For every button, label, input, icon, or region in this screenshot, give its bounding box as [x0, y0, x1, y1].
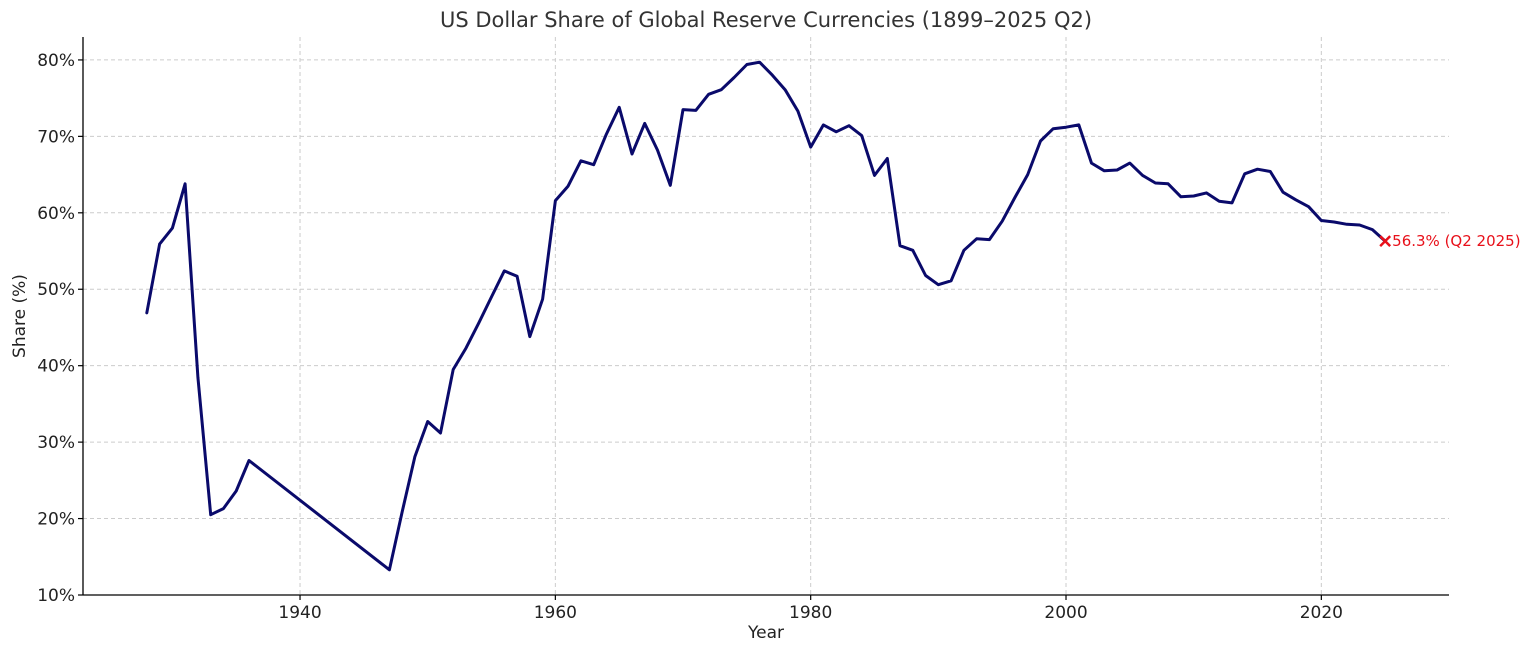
grid: [83, 37, 1449, 596]
annotation-label: 56.3% (Q2 2025): [1392, 232, 1520, 250]
y-tick-label: 40%: [37, 357, 75, 377]
x-tick-label: 1980: [789, 603, 832, 623]
y-tick-label: 80%: [37, 51, 75, 71]
x-tick-label: 2020: [1300, 603, 1343, 623]
y-tick-label: 20%: [37, 510, 75, 530]
axes-spines: [82, 37, 1449, 596]
y-axis-label: Share (%): [10, 274, 30, 358]
annotation-group: 56.3% (Q2 2025): [1379, 232, 1521, 250]
series-line-usd-share: [145, 60, 1387, 572]
y-tick-label: 10%: [37, 586, 75, 606]
x-tick-label: 1960: [534, 603, 577, 623]
y-tick-label: 70%: [37, 127, 75, 147]
annotation-marker-x-icon: [1379, 235, 1392, 247]
x-axis-label: Year: [747, 623, 784, 643]
y-tick-label: 60%: [37, 204, 75, 224]
series-group: [145, 60, 1387, 572]
axis-ticks: 1940 1960 1980 2000 2020 10% 20% 30% 40% 50% 60% 70…: [37, 51, 1343, 623]
chart-title: US Dollar Share of Global Reserve Curren…: [440, 8, 1092, 32]
y-tick-label: 30%: [37, 433, 75, 453]
marker-stroke: [1379, 235, 1392, 247]
x-tick-label: 1940: [278, 603, 321, 623]
x-tick-label: 2000: [1044, 603, 1087, 623]
y-tick-label: 50%: [37, 280, 75, 300]
